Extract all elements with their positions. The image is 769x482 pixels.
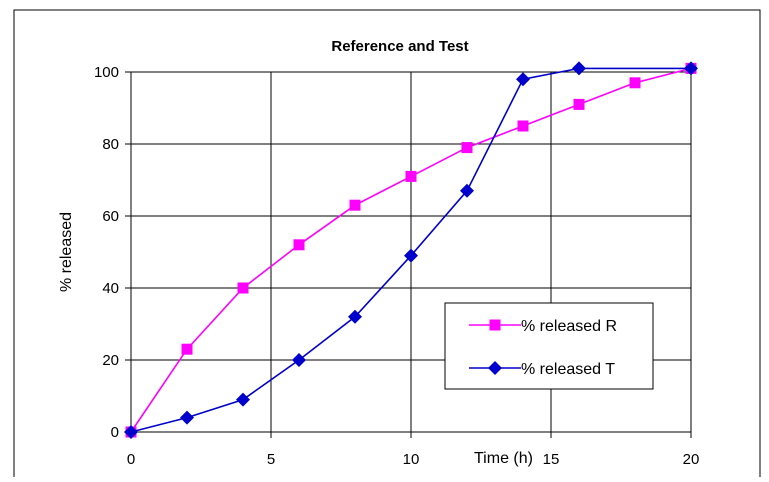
data-point — [572, 61, 586, 76]
data-point — [237, 282, 249, 294]
chart-frame — [13, 9, 761, 477]
y-tick-label: 60 — [102, 208, 119, 225]
legend-label: % released R — [521, 318, 617, 335]
data-point — [236, 392, 250, 407]
x-axis-label: Time (h) — [474, 450, 533, 467]
data-point — [292, 353, 306, 367]
legend-item: % released T — [469, 361, 615, 378]
tick-labels: 0 20 40 60 80 100 0 5 10 15 20 — [94, 64, 699, 468]
y-tick-label: 40 — [102, 280, 119, 297]
data-point — [293, 239, 305, 251]
data-point — [180, 410, 194, 425]
y-tick-label: 80 — [102, 136, 119, 153]
x-tick-label: 10 — [403, 451, 420, 468]
x-tick-label: 15 — [543, 451, 560, 468]
legend: % released R % released T — [444, 302, 654, 390]
y-tick-label: 100 — [94, 64, 119, 81]
data-point — [460, 183, 474, 198]
legend-box — [444, 302, 654, 390]
data-point — [349, 199, 361, 211]
y-axis-label: % released — [58, 212, 75, 292]
y-tick-label: 0 — [111, 424, 119, 441]
series-line — [130, 67, 691, 433]
x-tick-label: 20 — [683, 451, 700, 468]
legend-label: % released T — [521, 361, 615, 378]
data-point — [348, 309, 362, 324]
series-group — [124, 61, 698, 439]
data-point — [684, 61, 698, 76]
chart-title: Reference and Test — [331, 38, 468, 55]
data-point — [124, 425, 138, 439]
series-2 — [124, 61, 698, 439]
x-tick-label: 0 — [127, 451, 135, 468]
data-point — [516, 72, 530, 87]
data-point — [404, 248, 418, 263]
legend-marker — [488, 361, 502, 375]
data-point — [461, 142, 473, 154]
data-point — [181, 343, 193, 355]
x-tick-label: 5 — [267, 451, 275, 468]
legend-item: % released R — [469, 318, 617, 335]
data-point — [573, 98, 585, 110]
data-point — [405, 170, 417, 182]
data-point — [629, 77, 641, 89]
data-point — [517, 120, 529, 132]
legend-marker — [489, 319, 501, 331]
y-tick-label: 20 — [102, 352, 119, 369]
